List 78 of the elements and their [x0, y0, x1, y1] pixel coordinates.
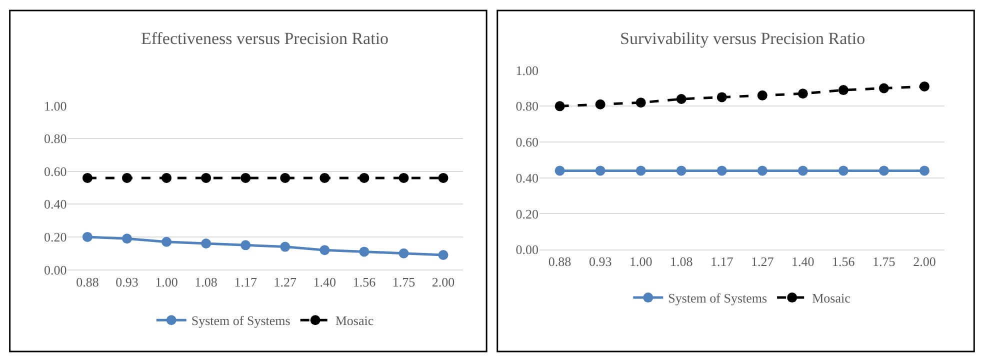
x-tick-label: 1.17 — [710, 254, 734, 270]
point — [919, 81, 930, 92]
point — [438, 172, 448, 183]
point — [798, 88, 808, 99]
x-tick-label: 1.56 — [832, 254, 856, 270]
x-tick-label: 1.27 — [751, 254, 774, 270]
chart-title: Effectiveness versus Precision Ratio — [141, 29, 389, 48]
x-tick-label: 1.08 — [670, 254, 693, 270]
point — [320, 245, 330, 256]
point — [438, 250, 448, 260]
point — [554, 101, 565, 112]
point — [240, 240, 251, 250]
point — [398, 248, 409, 258]
x-tick-label: 1.00 — [629, 254, 652, 270]
y-tick-label: 0.60 — [44, 164, 67, 179]
point — [201, 238, 212, 249]
y-tick-label: 0.20 — [44, 230, 67, 245]
y-tick-label: 0.60 — [516, 134, 539, 150]
legend-label: Mosaic — [335, 313, 374, 328]
y-tick-label: 1.00 — [44, 98, 67, 114]
x-tick-label: 1.75 — [872, 254, 896, 270]
point — [162, 236, 172, 247]
point — [280, 172, 290, 183]
x-tick-label: 0.88 — [76, 274, 99, 290]
x-tick-label: 1.40 — [313, 274, 336, 290]
legend-label: System of Systems — [668, 290, 768, 306]
point — [757, 90, 768, 100]
y-tick-label: 0.40 — [516, 170, 539, 186]
point — [82, 172, 92, 183]
point — [82, 232, 92, 242]
chart-title: Survivability versus Precision Ratio — [620, 29, 866, 48]
point — [240, 172, 251, 183]
legend-label: System of Systems — [191, 313, 290, 328]
x-tick-label: 1.40 — [792, 254, 814, 270]
y-tick-label: 0.40 — [44, 196, 67, 212]
x-tick-label: 1.08 — [194, 274, 218, 290]
point — [716, 166, 727, 176]
y-tick-label: 0.00 — [44, 262, 67, 278]
point — [359, 172, 370, 183]
x-tick-label: 2.00 — [913, 254, 936, 270]
point — [636, 166, 646, 176]
point — [320, 172, 330, 183]
point — [878, 83, 889, 94]
point — [676, 166, 686, 176]
point — [676, 94, 686, 104]
x-tick-label: 1.56 — [352, 274, 376, 290]
x-tick-label: 0.93 — [116, 274, 138, 290]
point — [838, 85, 848, 96]
point — [162, 172, 172, 183]
x-tick-label: 0.88 — [548, 254, 572, 270]
y-tick-label: 0.80 — [516, 98, 539, 114]
legend-label: Mosaic — [812, 290, 851, 306]
x-tick-label: 0.93 — [588, 254, 612, 270]
point — [838, 166, 848, 176]
point — [398, 172, 409, 183]
x-tick-label: 1.17 — [234, 274, 258, 290]
point — [636, 98, 646, 108]
point — [878, 166, 889, 176]
point — [716, 92, 727, 102]
x-tick-label: 1.00 — [155, 274, 178, 290]
y-tick-label: 0.00 — [516, 242, 539, 258]
point — [919, 166, 930, 176]
x-tick-label: 2.00 — [432, 274, 455, 290]
point — [201, 172, 212, 183]
x-tick-label: 1.27 — [274, 274, 298, 290]
y-tick-label: 1.00 — [516, 62, 539, 78]
y-tick-label: 0.80 — [44, 131, 67, 146]
point — [798, 166, 808, 176]
point — [595, 99, 606, 110]
point — [554, 166, 565, 176]
x-tick-label: 1.75 — [392, 274, 416, 290]
point — [122, 234, 132, 244]
point — [280, 242, 290, 252]
point — [595, 166, 606, 176]
point — [122, 172, 132, 183]
y-tick-label: 0.20 — [516, 206, 539, 222]
point — [359, 246, 370, 257]
point — [757, 166, 768, 176]
